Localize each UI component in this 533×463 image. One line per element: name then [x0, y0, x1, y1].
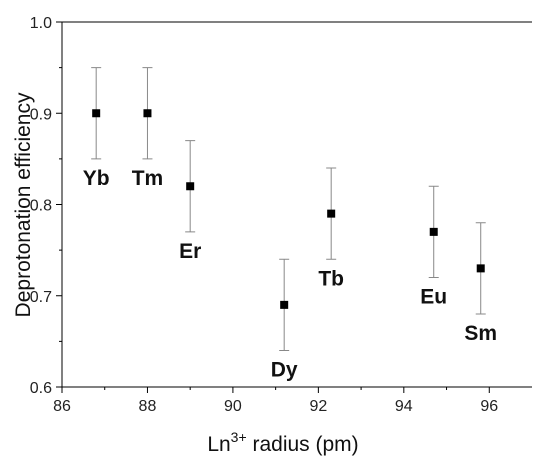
point-label: Er: [179, 240, 201, 263]
point-label: Tb: [318, 267, 344, 290]
point-label: Eu: [420, 286, 447, 309]
y-tick-label: 1.0: [30, 15, 52, 32]
data-point: [430, 228, 438, 236]
data-point: [186, 182, 194, 190]
point-label: Yb: [83, 167, 110, 190]
data-point: [280, 301, 288, 309]
x-tick-label: 86: [53, 398, 71, 415]
x-tick-label: 96: [480, 398, 498, 415]
y-axis-label: Deprotonation efficiency: [12, 92, 35, 317]
x-tick-label: 90: [224, 398, 242, 415]
x-tick-label: 94: [395, 398, 413, 415]
x-axis-label-rest: radius (pm): [247, 433, 359, 456]
plot-area: 86 88 90 92 94 960.60.70.80.91.0Yb TmErDyTbEuS…: [30, 15, 532, 415]
y-tick-label: 0.6: [30, 380, 52, 397]
data-point: [477, 264, 485, 272]
point-label: Dy: [271, 359, 298, 382]
data-point: [92, 109, 100, 117]
x-axis-label-base: Ln: [207, 433, 230, 456]
x-tick-label: 92: [309, 398, 327, 415]
point-label: Tm: [132, 167, 164, 190]
x-axis-label: Ln3+ radius (pm): [207, 429, 358, 456]
x-tick-label: 88: [139, 398, 157, 415]
x-axis-label-sup: 3+: [231, 429, 247, 445]
data-point: [143, 109, 151, 117]
point-label: Sm: [464, 322, 497, 345]
data-point: [327, 210, 335, 218]
